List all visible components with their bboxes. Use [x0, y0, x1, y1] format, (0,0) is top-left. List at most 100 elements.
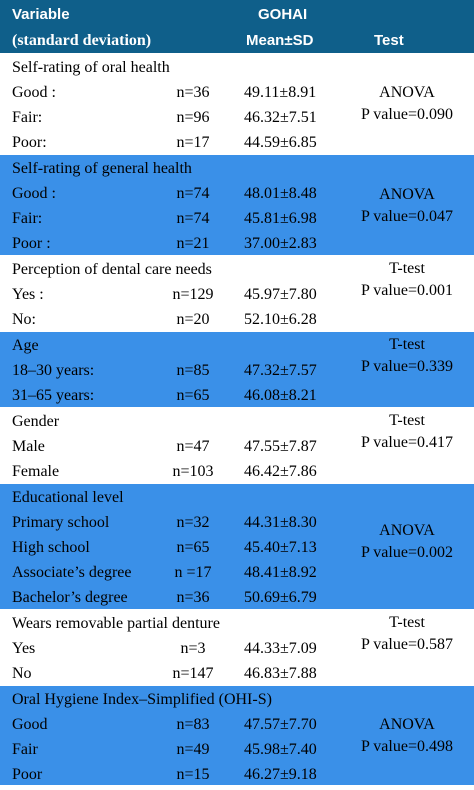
test-name: ANOVA	[379, 716, 435, 733]
row-label: Associate’s degree	[12, 564, 132, 581]
row-label: Good :	[12, 185, 56, 202]
row-mean-sd: 45.98±7.40	[244, 741, 317, 758]
row-label: 31–65 years:	[12, 387, 95, 404]
row-count: n=83	[176, 716, 210, 733]
table-row: No: n=20 52.10±6.28	[0, 310, 474, 335]
gohai-header: GOHAI	[258, 6, 308, 23]
row-label: Fair:	[12, 210, 43, 227]
row-mean-sd: 48.01±8.48	[244, 185, 317, 202]
table-row: Fair: n=96 46.32±7.51	[0, 108, 474, 133]
table-group: Gender Male n=47 47.55±7.87 Female n=103 46.42…	[0, 407, 474, 484]
table-row: High school n=65 45.40±7.13	[0, 538, 474, 563]
row-count: n=49	[176, 741, 210, 758]
p-value: P value=0.090	[361, 106, 453, 123]
row-mean-sd: 45.81±6.98	[244, 210, 317, 227]
row-mean-sd: 44.31±8.30	[244, 514, 317, 531]
row-mean-sd: 44.33±7.09	[244, 640, 317, 657]
table-group: Self-rating of general health Good : n=74 4…	[0, 154, 474, 256]
test-name: T-test	[389, 614, 425, 631]
variable-header: Variable	[12, 6, 70, 23]
row-count: n=3	[180, 640, 206, 657]
row-mean-sd: 47.57±7.70	[244, 716, 317, 733]
row-count: n=129	[172, 286, 214, 303]
row-count: n=36	[176, 84, 210, 101]
row-label: Poor:	[12, 134, 47, 151]
table-row: Poor : n=21 37.00±2.83	[0, 234, 474, 259]
row-label: No:	[12, 311, 36, 328]
row-mean-sd: 46.08±8.21	[244, 387, 317, 404]
table-group: Self-rating of oral health Good : n=36 49.1…	[0, 53, 474, 155]
table-row: Fair n=49 45.98±7.40	[0, 740, 474, 765]
table-row: Good : n=74 48.01±8.48	[0, 184, 474, 209]
row-label: Bachelor’s degree	[12, 589, 128, 606]
row-count: n=65	[176, 539, 210, 556]
row-mean-sd: 45.97±7.80	[244, 286, 317, 303]
gohai-subheader: Mean±SD	[246, 32, 314, 49]
row-label: Poor :	[12, 235, 51, 252]
row-mean-sd: 46.32±7.51	[244, 109, 317, 126]
row-mean-sd: 48.41±8.92	[244, 564, 317, 581]
table-row: Yes n=3 44.33±7.09	[0, 639, 474, 664]
table-group: Wears removable partial denture Yes n=3 44.…	[0, 609, 474, 686]
row-mean-sd: 45.40±7.13	[244, 539, 317, 556]
table-row: Associate’s degree n =17 48.41±8.92	[0, 563, 474, 588]
table-group: Perception of dental care needs Yes : n=12…	[0, 255, 474, 332]
row-mean-sd: 47.55±7.87	[244, 438, 317, 455]
row-mean-sd: 37.00±2.83	[244, 235, 317, 252]
variable-subheader: (standard deviation)	[12, 32, 152, 49]
p-value: P value=0.002	[361, 544, 453, 561]
row-mean-sd: 46.27±9.18	[244, 766, 317, 783]
table-row: Good : n=36 49.11±8.91	[0, 83, 474, 108]
row-count: n=96	[176, 109, 210, 126]
table-row: Female n=103 46.42±7.86	[0, 462, 474, 487]
test-name: ANOVA	[379, 84, 435, 101]
group-title: Perception of dental care needs	[12, 261, 212, 278]
row-mean-sd: 44.59±6.85	[244, 134, 317, 151]
table-row: Male n=47 47.55±7.87	[0, 437, 474, 462]
p-value: P value=0.339	[361, 358, 453, 375]
row-count: n=36	[176, 589, 210, 606]
table-row: Bachelor’s degree n=36 50.69±6.79	[0, 588, 474, 613]
table-row: Poor n=15 46.27±9.18	[0, 765, 474, 790]
row-mean-sd: 46.42±7.86	[244, 463, 317, 480]
group-title: Gender	[12, 413, 60, 430]
table-group: Oral Hygiene Index–Simplified (OHI-S) Goo…	[0, 685, 474, 785]
p-value: P value=0.047	[361, 208, 453, 225]
p-value: P value=0.587	[361, 636, 453, 653]
row-label: Poor	[12, 766, 43, 783]
row-count: n=32	[176, 514, 210, 531]
row-count: n=17	[176, 134, 210, 151]
test-name: T-test	[389, 336, 425, 353]
test-result: T-test P value=0.339	[340, 334, 474, 378]
row-mean-sd: 49.11±8.91	[244, 84, 317, 101]
test-result: ANOVA P value=0.047	[340, 184, 474, 228]
row-label: High school	[12, 539, 90, 556]
row-label: Primary school	[12, 514, 110, 531]
table-row: No n=147 46.83±7.88	[0, 664, 474, 689]
test-header: Test	[374, 32, 404, 49]
group-title: Self-rating of oral health	[12, 59, 170, 76]
row-count: n=65	[176, 387, 210, 404]
row-mean-sd: 46.83±7.88	[244, 665, 317, 682]
test-name: ANOVA	[379, 186, 435, 203]
row-label: Male	[12, 438, 45, 455]
row-count: n=74	[176, 185, 210, 202]
group-title: Oral Hygiene Index–Simplified (OHI-S)	[12, 691, 272, 708]
table-row: 31–65 years: n=65 46.08±8.21	[0, 386, 474, 411]
test-name: ANOVA	[379, 522, 435, 539]
group-title: Educational level	[12, 489, 124, 506]
group-title: Age	[12, 337, 39, 354]
row-count: n=147	[172, 665, 214, 682]
row-count: n=21	[176, 235, 210, 252]
row-label: Female	[12, 463, 60, 480]
p-value: P value=0.417	[361, 434, 453, 451]
p-value: P value=0.001	[361, 282, 453, 299]
table-group: Educational level Primary school n=32 44.31…	[0, 483, 474, 610]
test-result: ANOVA P value=0.002	[340, 520, 474, 564]
test-name: T-test	[389, 260, 425, 277]
table-row: Good n=83 47.57±7.70	[0, 715, 474, 740]
test-result: T-test P value=0.001	[340, 258, 474, 302]
p-value: P value=0.498	[361, 738, 453, 755]
row-mean-sd: 50.69±6.79	[244, 589, 317, 606]
